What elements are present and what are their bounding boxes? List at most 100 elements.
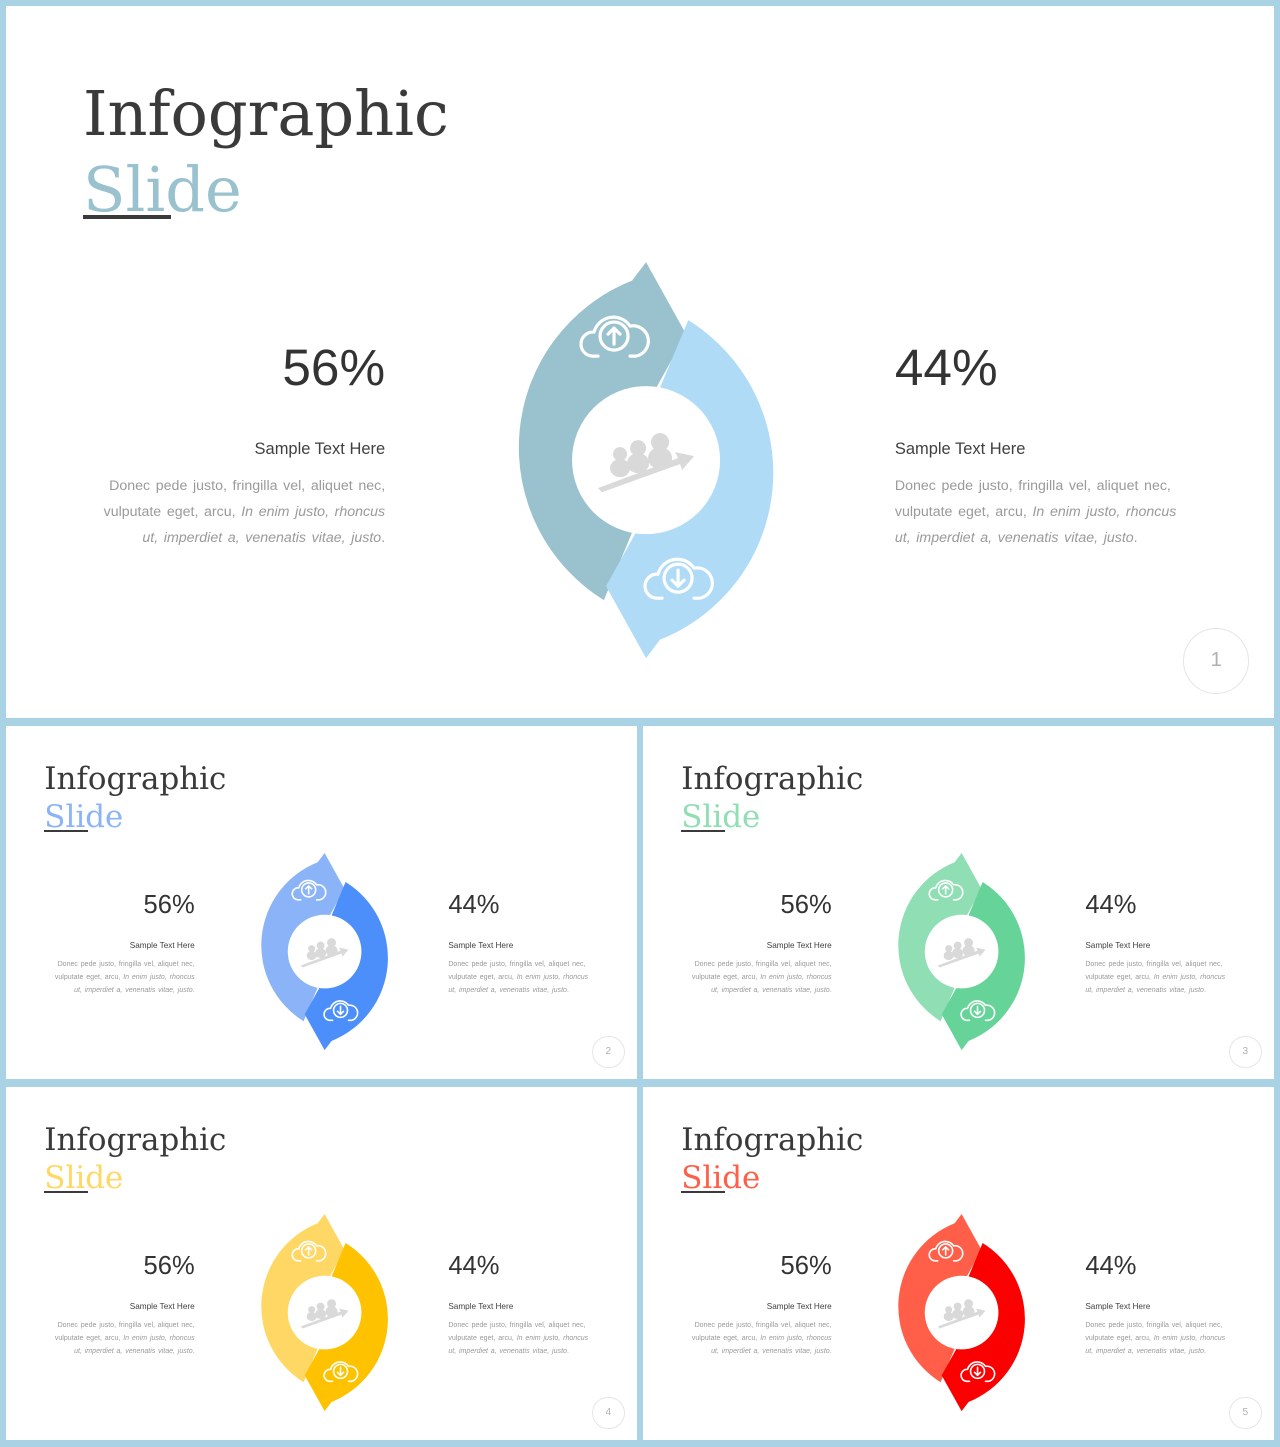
left-heading: Sample Text Here [766,941,832,951]
right-body-italic: In enim justo, rhoncus ut, imperdiet a, … [448,1335,589,1356]
cycle-diagram [518,262,774,659]
right-arc-arrow [941,1243,1025,1412]
left-body-end: . [829,1348,832,1356]
right-body-plain: Donec pede justo, fringilla vel, aliquet… [1085,961,1223,982]
right-heading: Sample Text Here [448,1302,514,1312]
slide-subtitle: Slide [681,799,761,836]
slide-4: Infographic Slide 56% Sample Text Here D… [6,1087,637,1440]
cycle-diagram [898,853,1025,1051]
cloud-upload-icon [291,880,327,902]
left-body: Donec pede justo, fringilla vel, aliquet… [85,473,386,552]
team-growth-icon [300,1299,349,1329]
right-percent: 44% [1085,1252,1137,1281]
right-arc-arrow [304,882,388,1051]
left-percent: 56% [780,1252,832,1281]
left-body: Donec pede justo, fringilla vel, aliquet… [682,958,832,997]
right-body-end: . [1203,987,1206,995]
left-body-italic: In enim justo, rhoncus ut, imperdiet a, … [711,974,832,995]
left-percent: 56% [143,1252,195,1281]
left-body: Donec pede justo, fringilla vel, aliquet… [45,958,195,997]
title-underline [82,215,172,220]
slide-title: Infographic [681,1122,864,1159]
title-underline [681,1191,726,1194]
right-percent: 44% [448,1252,500,1281]
right-body-end: . [1133,530,1138,547]
left-heading: Sample Text Here [254,439,386,458]
right-heading: Sample Text Here [448,941,514,951]
cloud-download-icon [960,1361,996,1383]
left-body-end: . [192,1348,195,1356]
right-body-italic: In enim justo, rhoncus ut, imperdiet a, … [448,974,589,995]
right-body: Donec pede justo, fringilla vel, aliquet… [448,1319,598,1358]
team-growth-icon [937,938,986,968]
right-percent: 44% [894,339,998,397]
right-arc-arrow [304,1243,388,1412]
left-body: Donec pede justo, fringilla vel, aliquet… [45,1319,195,1358]
right-body-italic: In enim justo, rhoncus ut, imperdiet a, … [1085,1335,1226,1356]
right-body-end: . [1203,1348,1206,1356]
left-body-italic: In enim justo, rhoncus ut, imperdiet a, … [74,974,195,995]
left-body-italic: In enim justo, rhoncus ut, imperdiet a, … [74,1335,195,1356]
cycle-diagram [261,853,388,1051]
right-body: Donec pede justo, fringilla vel, aliquet… [1085,958,1235,997]
left-heading: Sample Text Here [766,1302,832,1312]
right-percent: 44% [1085,891,1137,920]
left-body-plain: Donec pede justo, fringilla vel, aliquet… [103,477,386,520]
left-body: Donec pede justo, fringilla vel, aliquet… [682,1319,832,1358]
cycle-diagram [898,1214,1025,1412]
page-number: 2 [591,1035,625,1069]
cloud-upload-icon [291,1241,327,1263]
cloud-upload-icon [928,880,964,902]
right-body: Donec pede justo, fringilla vel, aliquet… [1085,1319,1235,1358]
title-underline [44,1191,89,1194]
title-underline [44,830,89,833]
left-heading: Sample Text Here [129,941,195,951]
left-arc-arrow [518,262,687,601]
slide-2: Infographic Slide 56% Sample Text Here D… [6,726,637,1079]
left-percent: 56% [143,891,195,920]
right-body-italic: In enim justo, rhoncus ut, imperdiet a, … [894,503,1177,547]
team-growth-icon [300,938,349,968]
slide-title: Infographic [44,761,227,798]
left-percent: 56% [282,339,386,397]
slide-subtitle: Slide [44,799,124,836]
team-growth-icon [937,1299,986,1329]
page-number: 3 [1228,1035,1262,1069]
right-arc-arrow [606,320,774,659]
left-body-italic: In enim justo, rhoncus ut, imperdiet a, … [711,1335,832,1356]
left-body-plain: Donec pede justo, fringilla vel, aliquet… [54,1322,195,1343]
right-body-end: . [566,1348,569,1356]
right-body-end: . [566,987,569,995]
cloud-download-icon [960,1000,996,1022]
cycle-diagram [261,1214,388,1412]
left-arc-arrow [898,853,982,1022]
right-body-plain: Donec pede justo, fringilla vel, aliquet… [894,477,1171,520]
cloud-upload-icon [579,315,650,358]
title-underline [681,830,726,833]
slide-subtitle: Slide [82,153,242,227]
cloud-download-icon [323,1361,359,1383]
left-body-plain: Donec pede justo, fringilla vel, aliquet… [54,961,195,982]
slide-title: Infographic [82,76,449,150]
right-body-italic: In enim justo, rhoncus ut, imperdiet a, … [1085,974,1226,995]
left-arc-arrow [261,853,345,1022]
right-body: Donec pede justo, fringilla vel, aliquet… [895,473,1196,552]
right-arc-arrow [941,882,1025,1051]
left-body-italic: In enim justo, rhoncus ut, imperdiet a, … [142,503,386,547]
right-body-plain: Donec pede justo, fringilla vel, aliquet… [1085,1322,1223,1343]
page-number: 5 [1228,1396,1262,1430]
right-body: Donec pede justo, fringilla vel, aliquet… [448,958,598,997]
slide-3: Infographic Slide 56% Sample Text Here D… [643,726,1274,1079]
left-body-plain: Donec pede justo, fringilla vel, aliquet… [691,961,832,982]
left-arc-arrow [261,1214,345,1383]
page-number: 1 [1183,627,1250,694]
slide-title: Infographic [681,761,864,798]
right-percent: 44% [448,891,500,920]
right-heading: Sample Text Here [894,439,1026,458]
slide-subtitle: Slide [44,1160,124,1197]
right-heading: Sample Text Here [1085,1302,1151,1312]
cloud-download-icon [323,1000,359,1022]
slide-title: Infographic [44,1122,227,1159]
slide-5: Infographic Slide 56% Sample Text Here D… [643,1087,1274,1440]
cloud-download-icon [643,557,714,600]
